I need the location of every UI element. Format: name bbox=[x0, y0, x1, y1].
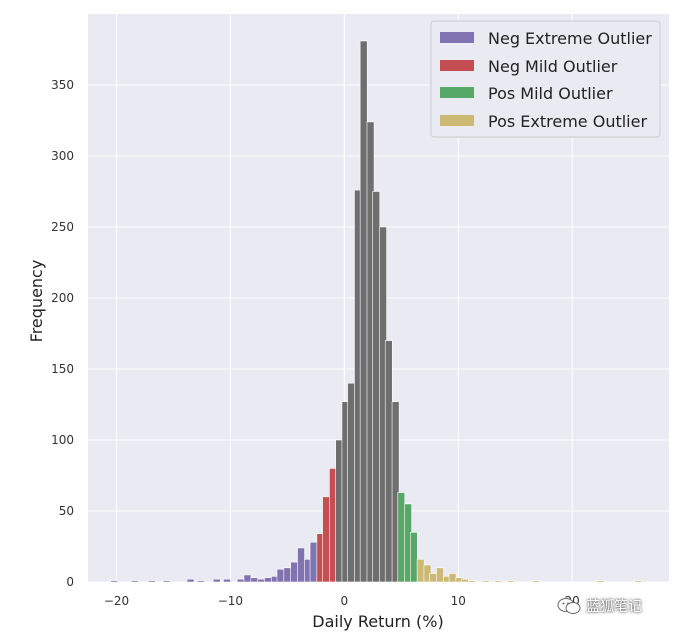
bar-neg-extreme bbox=[309, 541, 318, 583]
bar-neg-extreme bbox=[250, 577, 259, 583]
tick-labels: −20−1001020050100150200250300350 bbox=[51, 78, 580, 608]
legend-label-neg-extreme: Neg Extreme Outlier bbox=[488, 29, 652, 48]
legend-swatch-pos-mild bbox=[440, 87, 474, 98]
bar-pos-extreme bbox=[416, 558, 425, 583]
y-tick-label: 0 bbox=[66, 575, 74, 589]
bar-normal bbox=[384, 340, 393, 583]
bar-normal bbox=[391, 401, 400, 583]
bar-pos-extreme bbox=[634, 580, 643, 583]
bar-pos-mild bbox=[409, 531, 418, 583]
x-tick-label: 0 bbox=[341, 594, 349, 608]
bar-neg-extreme bbox=[243, 574, 252, 583]
legend-label-pos-mild: Pos Mild Outlier bbox=[488, 84, 613, 103]
legend-box bbox=[430, 20, 661, 138]
bar-neg-extreme bbox=[264, 577, 272, 583]
legend-label-neg-mild: Neg Mild Outlier bbox=[488, 57, 618, 76]
bar-pos-extreme bbox=[506, 580, 515, 583]
wechat-icon bbox=[557, 598, 581, 614]
bar-pos-extreme bbox=[494, 580, 502, 583]
x-tick-label: −20 bbox=[104, 594, 129, 608]
y-tick-label: 100 bbox=[51, 433, 74, 447]
bar-neg-extreme bbox=[130, 580, 139, 583]
bar-neg-extreme bbox=[186, 578, 195, 583]
histogram-bars bbox=[110, 40, 643, 583]
y-tick-label: 300 bbox=[51, 149, 74, 163]
bar-neg-extreme bbox=[212, 578, 221, 583]
x-tick-label: 10 bbox=[451, 594, 466, 608]
bar-neg-mild bbox=[322, 496, 330, 583]
bar-pos-extreme bbox=[429, 573, 438, 583]
legend-swatch-neg-extreme bbox=[440, 32, 474, 43]
bar-neg-extreme bbox=[290, 561, 299, 583]
bar-normal bbox=[347, 382, 355, 583]
y-tick-label: 350 bbox=[51, 78, 74, 92]
x-tick-label: −10 bbox=[218, 594, 243, 608]
bar-pos-extreme bbox=[596, 580, 605, 583]
y-tick-label: 150 bbox=[51, 362, 74, 376]
bar-neg-extreme bbox=[223, 578, 231, 583]
legend-swatch-pos-extreme bbox=[440, 115, 474, 126]
bar-pos-mild bbox=[397, 492, 406, 583]
bar-neg-extreme bbox=[297, 547, 305, 583]
y-tick-label: 50 bbox=[59, 504, 74, 518]
x-axis-label: Daily Return (%) bbox=[312, 612, 443, 631]
y-axis-label: Frequency bbox=[27, 260, 46, 343]
bar-pos-extreme bbox=[461, 578, 469, 583]
bar-neg-extreme bbox=[110, 580, 119, 583]
bar-pos-extreme bbox=[468, 580, 476, 583]
legend: Neg Extreme Outlier Neg Mild Outlier Pos… bbox=[430, 20, 661, 138]
legend-label-pos-extreme: Pos Extreme Outlier bbox=[488, 112, 647, 131]
bar-normal bbox=[372, 191, 381, 583]
bar-neg-extreme bbox=[147, 580, 156, 583]
watermark: 蓝狐笔记 bbox=[556, 596, 642, 616]
bar-neg-extreme bbox=[162, 580, 171, 583]
bar-pos-extreme bbox=[531, 580, 540, 583]
watermark-text: 蓝狐笔记 bbox=[586, 599, 642, 615]
y-tick-label: 200 bbox=[51, 291, 74, 305]
bar-neg-extreme bbox=[196, 580, 205, 583]
bar-neg-extreme bbox=[283, 567, 292, 583]
y-tick-label: 250 bbox=[51, 220, 74, 234]
bar-pos-extreme bbox=[481, 580, 490, 583]
bar-neg-extreme bbox=[257, 578, 265, 583]
bar-neg-extreme bbox=[276, 568, 285, 583]
legend-swatch-neg-mild bbox=[440, 60, 474, 71]
bar-normal bbox=[359, 40, 368, 583]
bar-pos-extreme bbox=[448, 573, 457, 583]
bar-neg-extreme bbox=[236, 578, 245, 583]
bar-pos-extreme bbox=[436, 567, 444, 583]
